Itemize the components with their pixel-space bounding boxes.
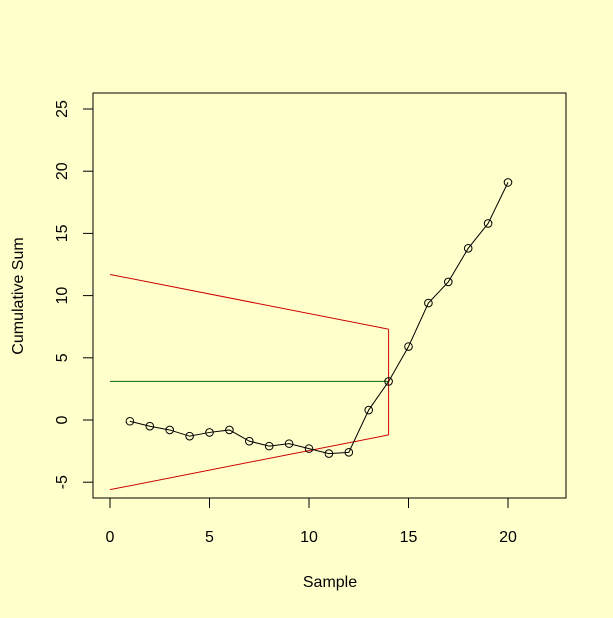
data-point bbox=[264, 441, 274, 451]
x-tick-label: 5 bbox=[205, 529, 214, 546]
data-point bbox=[364, 405, 374, 415]
data-point bbox=[324, 449, 334, 458]
y-axis-label: Cumulative Sum bbox=[10, 237, 27, 354]
series-line bbox=[129, 182, 509, 455]
data-point bbox=[165, 425, 174, 435]
y-axis: -5 0 5 10 15 20 25 bbox=[54, 100, 93, 489]
y-tick-label: 0 bbox=[54, 415, 71, 424]
data-point bbox=[344, 448, 354, 457]
data-point bbox=[185, 431, 194, 441]
y-tick-label: 15 bbox=[54, 224, 71, 242]
y-tick-label: 25 bbox=[54, 100, 71, 118]
v-mask bbox=[109, 273, 390, 491]
x-tick-label: 20 bbox=[499, 529, 517, 546]
x-axis-label: Sample bbox=[303, 574, 357, 591]
data-point bbox=[424, 298, 433, 308]
x-tick-label: 0 bbox=[106, 529, 115, 546]
data-point bbox=[205, 428, 214, 437]
x-tick-label: 10 bbox=[300, 529, 318, 546]
data-point bbox=[284, 439, 294, 448]
y-tick-label: 10 bbox=[54, 287, 71, 305]
data-point bbox=[463, 244, 473, 253]
y-tick-label: 5 bbox=[54, 353, 71, 362]
annotation-line bbox=[109, 434, 389, 491]
data-point bbox=[503, 178, 513, 187]
data-series bbox=[125, 178, 513, 458]
annotation-line bbox=[109, 273, 389, 330]
data-point bbox=[384, 377, 393, 386]
y-tick-label: -5 bbox=[54, 475, 71, 489]
x-axis: 0 5 10 15 20 bbox=[106, 497, 517, 546]
data-point bbox=[145, 421, 155, 431]
data-point bbox=[404, 342, 413, 351]
plot-frame bbox=[92, 92, 567, 499]
data-point bbox=[125, 416, 135, 426]
data-point bbox=[444, 277, 453, 287]
data-point bbox=[225, 425, 234, 435]
x-tick-label: 15 bbox=[400, 529, 418, 546]
y-tick-label: 20 bbox=[54, 162, 71, 180]
data-point bbox=[304, 444, 314, 453]
data-point bbox=[245, 436, 254, 446]
data-point bbox=[483, 219, 493, 228]
